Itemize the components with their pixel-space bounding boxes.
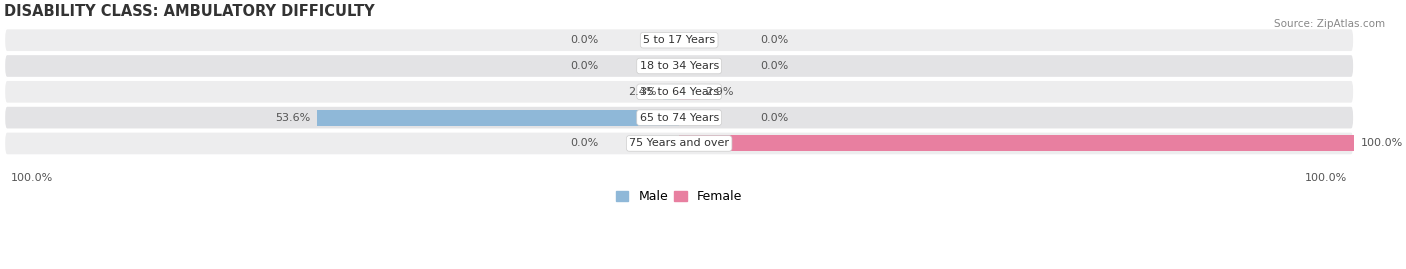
Text: 75 Years and over: 75 Years and over [628,139,730,148]
Legend: Male, Female: Male, Female [612,185,748,208]
Text: 0.0%: 0.0% [569,35,598,45]
Text: DISABILITY CLASS: AMBULATORY DIFFICULTY: DISABILITY CLASS: AMBULATORY DIFFICULTY [4,4,375,19]
Text: 0.0%: 0.0% [761,35,789,45]
Text: 100.0%: 100.0% [11,173,53,183]
FancyBboxPatch shape [4,54,1354,78]
Text: Source: ZipAtlas.com: Source: ZipAtlas.com [1274,19,1385,29]
FancyBboxPatch shape [4,28,1354,52]
FancyBboxPatch shape [4,80,1354,104]
Bar [679,84,699,100]
Text: 53.6%: 53.6% [276,113,311,123]
Text: 2.4%: 2.4% [627,87,657,97]
Text: 0.0%: 0.0% [761,61,789,71]
FancyBboxPatch shape [4,106,1354,129]
Bar [664,84,679,100]
Text: 0.0%: 0.0% [569,139,598,148]
FancyBboxPatch shape [4,132,1354,155]
Text: 0.0%: 0.0% [569,61,598,71]
Text: 35 to 64 Years: 35 to 64 Years [640,87,718,97]
Text: 18 to 34 Years: 18 to 34 Years [640,61,718,71]
Bar [318,110,679,126]
Text: 100.0%: 100.0% [1361,139,1403,148]
Text: 0.0%: 0.0% [761,113,789,123]
Text: 5 to 17 Years: 5 to 17 Years [643,35,716,45]
Bar [679,136,1354,151]
Text: 65 to 74 Years: 65 to 74 Years [640,113,718,123]
Text: 2.9%: 2.9% [706,87,734,97]
Text: 100.0%: 100.0% [1305,173,1347,183]
